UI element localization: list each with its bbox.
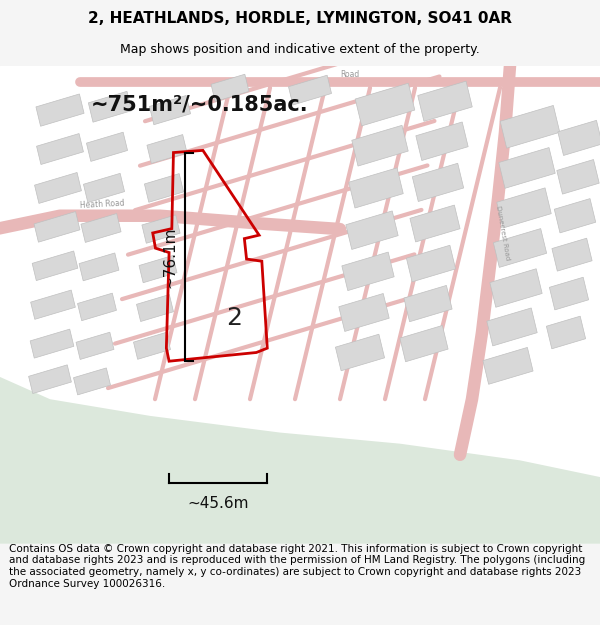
Polygon shape — [134, 332, 170, 359]
Polygon shape — [558, 121, 600, 156]
Polygon shape — [83, 173, 125, 203]
Polygon shape — [145, 174, 184, 203]
Polygon shape — [342, 252, 394, 291]
Text: Road: Road — [340, 70, 359, 79]
Polygon shape — [554, 199, 596, 233]
Polygon shape — [147, 134, 187, 164]
Polygon shape — [412, 163, 464, 201]
Text: 2, HEATHLANDS, HORDLE, LYMINGTON, SO41 0AR: 2, HEATHLANDS, HORDLE, LYMINGTON, SO41 0… — [88, 11, 512, 26]
Text: 2: 2 — [227, 306, 242, 330]
Polygon shape — [335, 334, 385, 371]
Polygon shape — [416, 122, 468, 161]
Text: ~45.6m: ~45.6m — [187, 496, 249, 511]
Polygon shape — [29, 365, 71, 394]
Polygon shape — [81, 214, 121, 243]
Polygon shape — [137, 294, 173, 321]
Polygon shape — [499, 148, 555, 188]
Text: Heath Road: Heath Road — [80, 199, 125, 210]
Polygon shape — [76, 332, 114, 359]
Polygon shape — [142, 215, 180, 243]
Polygon shape — [211, 74, 249, 101]
Text: ~76.1m: ~76.1m — [162, 226, 177, 288]
Polygon shape — [500, 106, 560, 148]
Polygon shape — [346, 211, 398, 249]
Polygon shape — [552, 238, 592, 271]
Polygon shape — [37, 134, 83, 164]
Polygon shape — [34, 211, 80, 242]
Polygon shape — [31, 290, 76, 319]
Polygon shape — [547, 316, 586, 349]
Polygon shape — [557, 159, 599, 194]
Polygon shape — [400, 326, 448, 362]
Polygon shape — [355, 83, 415, 126]
Polygon shape — [32, 251, 78, 281]
Polygon shape — [30, 329, 74, 358]
Polygon shape — [497, 188, 551, 228]
Text: Map shows position and indicative extent of the property.: Map shows position and indicative extent… — [120, 42, 480, 56]
Polygon shape — [490, 269, 542, 308]
Polygon shape — [86, 132, 128, 161]
Polygon shape — [74, 368, 110, 395]
Polygon shape — [410, 205, 460, 242]
Polygon shape — [339, 294, 389, 331]
Polygon shape — [88, 91, 131, 123]
Polygon shape — [493, 229, 547, 268]
Polygon shape — [550, 278, 589, 310]
Polygon shape — [149, 96, 191, 125]
Polygon shape — [406, 245, 455, 282]
Polygon shape — [77, 293, 116, 321]
Polygon shape — [35, 173, 82, 203]
Text: Dunecrest Road: Dunecrest Road — [495, 204, 511, 260]
Polygon shape — [289, 75, 332, 105]
Polygon shape — [404, 286, 452, 322]
Polygon shape — [79, 253, 119, 281]
Polygon shape — [349, 168, 403, 208]
Polygon shape — [0, 377, 600, 544]
Polygon shape — [483, 348, 533, 384]
Polygon shape — [36, 94, 84, 126]
Polygon shape — [487, 308, 537, 346]
Polygon shape — [139, 256, 177, 282]
Text: ~751m²/~0.185ac.: ~751m²/~0.185ac. — [91, 94, 309, 114]
Text: Contains OS data © Crown copyright and database right 2021. This information is : Contains OS data © Crown copyright and d… — [9, 544, 585, 589]
Polygon shape — [352, 125, 408, 166]
Polygon shape — [418, 81, 472, 121]
